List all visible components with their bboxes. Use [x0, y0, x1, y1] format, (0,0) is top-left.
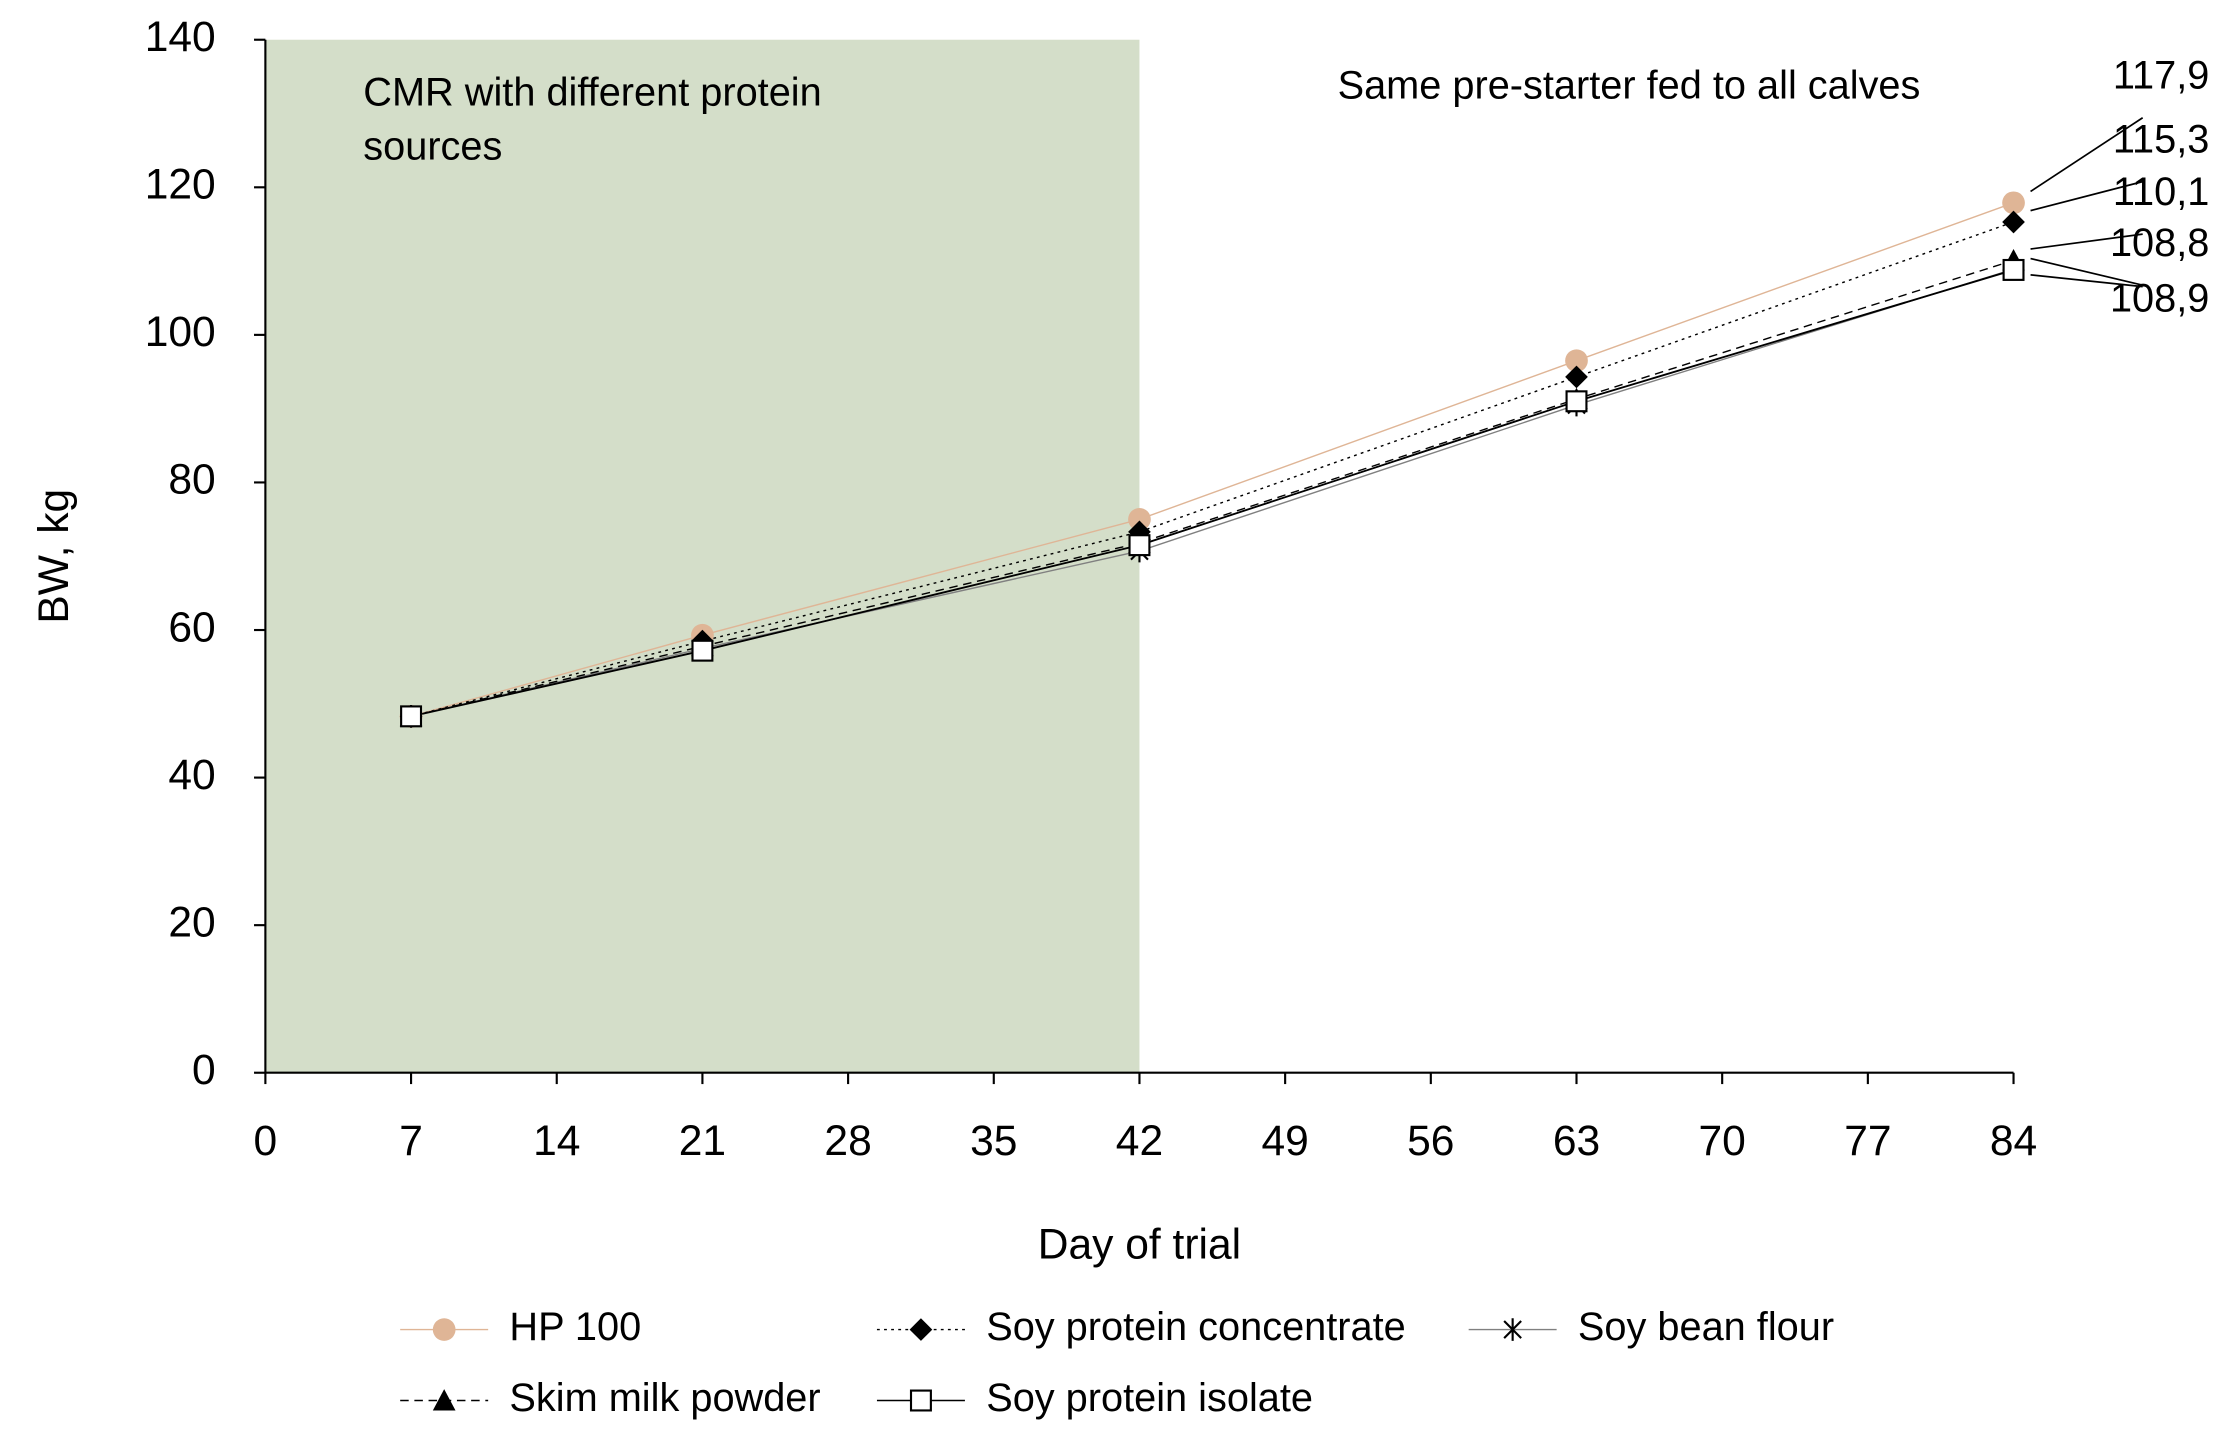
marker	[1565, 365, 1588, 389]
series-line	[410, 221, 2014, 718]
x-tick-label: 42	[1116, 1117, 1163, 1165]
y-tick-label: 120	[145, 161, 216, 209]
x-tick-label: 28	[824, 1117, 871, 1165]
data-label: 110,1	[2113, 170, 2209, 214]
marker	[1503, 1318, 1522, 1341]
y-tick-label: 100	[145, 308, 216, 356]
y-tick-label: 20	[168, 898, 215, 946]
y-tick-label: 0	[192, 1046, 216, 1094]
y-tick-label: 40	[168, 751, 215, 799]
marker	[1565, 349, 1588, 373]
x-tick-label: 35	[970, 1117, 1017, 1165]
x-tick-label: 14	[533, 1117, 580, 1165]
y-tick-label: 80	[168, 456, 215, 504]
marker	[909, 1318, 933, 1341]
legend-item: Soy bean flour	[1468, 1305, 1834, 1349]
legend-item: Soy protein concentrate	[876, 1305, 1406, 1349]
legend-label: Soy bean flour	[1578, 1305, 1834, 1349]
marker	[432, 1389, 456, 1411]
leader-line	[2030, 257, 2143, 287]
data-label: 115,3	[2113, 117, 2209, 161]
y-axis-title: BW, kg	[30, 489, 78, 624]
x-tick-label: 56	[1407, 1117, 1454, 1165]
legend-item: Soy protein isolate	[876, 1376, 1313, 1420]
legend-label: HP 100	[509, 1305, 641, 1349]
x-tick-label: 84	[1990, 1117, 2037, 1165]
x-tick-label: 77	[1844, 1117, 1891, 1165]
leader-line	[2030, 117, 2144, 193]
x-axis-title: Day of trial	[1038, 1221, 1241, 1269]
region-label: CMR with different protein	[363, 71, 821, 115]
y-tick-label: 60	[168, 603, 215, 651]
marker	[2002, 258, 2025, 281]
marker	[909, 1389, 932, 1412]
x-tick-label: 49	[1261, 1117, 1308, 1165]
marker	[400, 705, 423, 728]
x-tick-label: 63	[1553, 1117, 1600, 1165]
x-tick-label: 70	[1699, 1117, 1746, 1165]
leader-line	[2030, 274, 2143, 288]
marker	[1128, 534, 1151, 557]
legend-item: HP 100	[400, 1305, 641, 1349]
x-tick-label: 0	[254, 1117, 278, 1165]
x-tick-label: 21	[679, 1117, 726, 1165]
marker	[2002, 191, 2025, 215]
shaded-region	[265, 39, 1140, 1073]
data-label: 117,9	[2113, 54, 2209, 98]
annotation: Same pre-starter fed to all calves	[1338, 63, 1921, 107]
leader-line	[2030, 233, 2143, 250]
marker	[1565, 390, 1588, 413]
legend-label: Soy protein concentrate	[986, 1305, 1406, 1349]
marker	[2002, 210, 2025, 234]
series-line	[410, 259, 2014, 718]
marker	[432, 1318, 456, 1341]
data-label: 108,9	[2110, 276, 2209, 320]
marker	[1128, 507, 1151, 531]
leader-line	[2030, 180, 2143, 212]
data-label: 108,8	[2110, 221, 2209, 265]
legend-label: Soy protein isolate	[986, 1376, 1313, 1420]
x-tick-label: 7	[399, 1117, 423, 1165]
region-label: sources	[363, 124, 502, 168]
y-tick-label: 140	[145, 13, 216, 61]
legend-item: Skim milk powder	[400, 1376, 821, 1420]
marker	[691, 639, 714, 662]
legend-label: Skim milk powder	[509, 1376, 820, 1420]
